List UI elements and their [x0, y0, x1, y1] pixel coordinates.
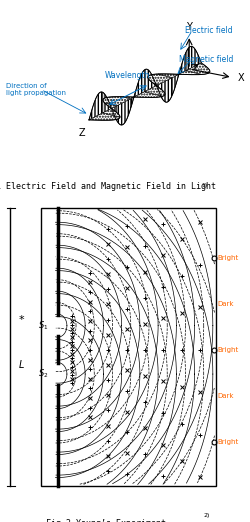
Text: Y: Y: [186, 22, 192, 32]
Text: Wavelength: Wavelength: [105, 71, 151, 80]
Text: Fig.2 Young’s Experiment: Fig.2 Young’s Experiment: [46, 519, 166, 522]
Polygon shape: [103, 97, 130, 106]
Polygon shape: [186, 46, 200, 70]
Text: 2): 2): [203, 513, 209, 518]
Text: Z: Z: [78, 128, 85, 138]
Text: Dark: Dark: [218, 393, 234, 399]
Text: Dark: Dark: [218, 301, 234, 307]
Text: $S_1$: $S_1$: [38, 319, 48, 332]
Polygon shape: [89, 92, 102, 120]
Bar: [41, 208, 216, 486]
Text: $S_2$: $S_2$: [38, 368, 48, 381]
Polygon shape: [158, 78, 172, 102]
Text: Fig.1 Electric Field and Magnetic Field in Light: Fig.1 Electric Field and Magnetic Field …: [0, 182, 216, 191]
Polygon shape: [144, 84, 165, 96]
Text: Bright: Bright: [218, 439, 239, 445]
Polygon shape: [148, 74, 172, 85]
Text: Bright: Bright: [218, 347, 239, 353]
Text: Bright: Bright: [218, 255, 239, 261]
Text: Direction of
light propagation: Direction of light propagation: [6, 83, 66, 96]
Polygon shape: [186, 64, 210, 75]
Polygon shape: [158, 70, 201, 78]
Polygon shape: [103, 92, 117, 120]
Polygon shape: [144, 69, 158, 92]
Text: 1): 1): [202, 183, 208, 187]
Polygon shape: [103, 103, 120, 117]
Text: L: L: [19, 360, 24, 370]
Text: *: *: [19, 315, 24, 325]
Text: Electric field: Electric field: [186, 26, 233, 35]
Polygon shape: [172, 52, 186, 95]
Polygon shape: [123, 92, 162, 99]
Text: X: X: [237, 73, 244, 84]
Polygon shape: [117, 99, 130, 125]
Polygon shape: [89, 113, 120, 120]
Text: Magnetic field: Magnetic field: [178, 55, 233, 64]
Polygon shape: [131, 70, 144, 108]
